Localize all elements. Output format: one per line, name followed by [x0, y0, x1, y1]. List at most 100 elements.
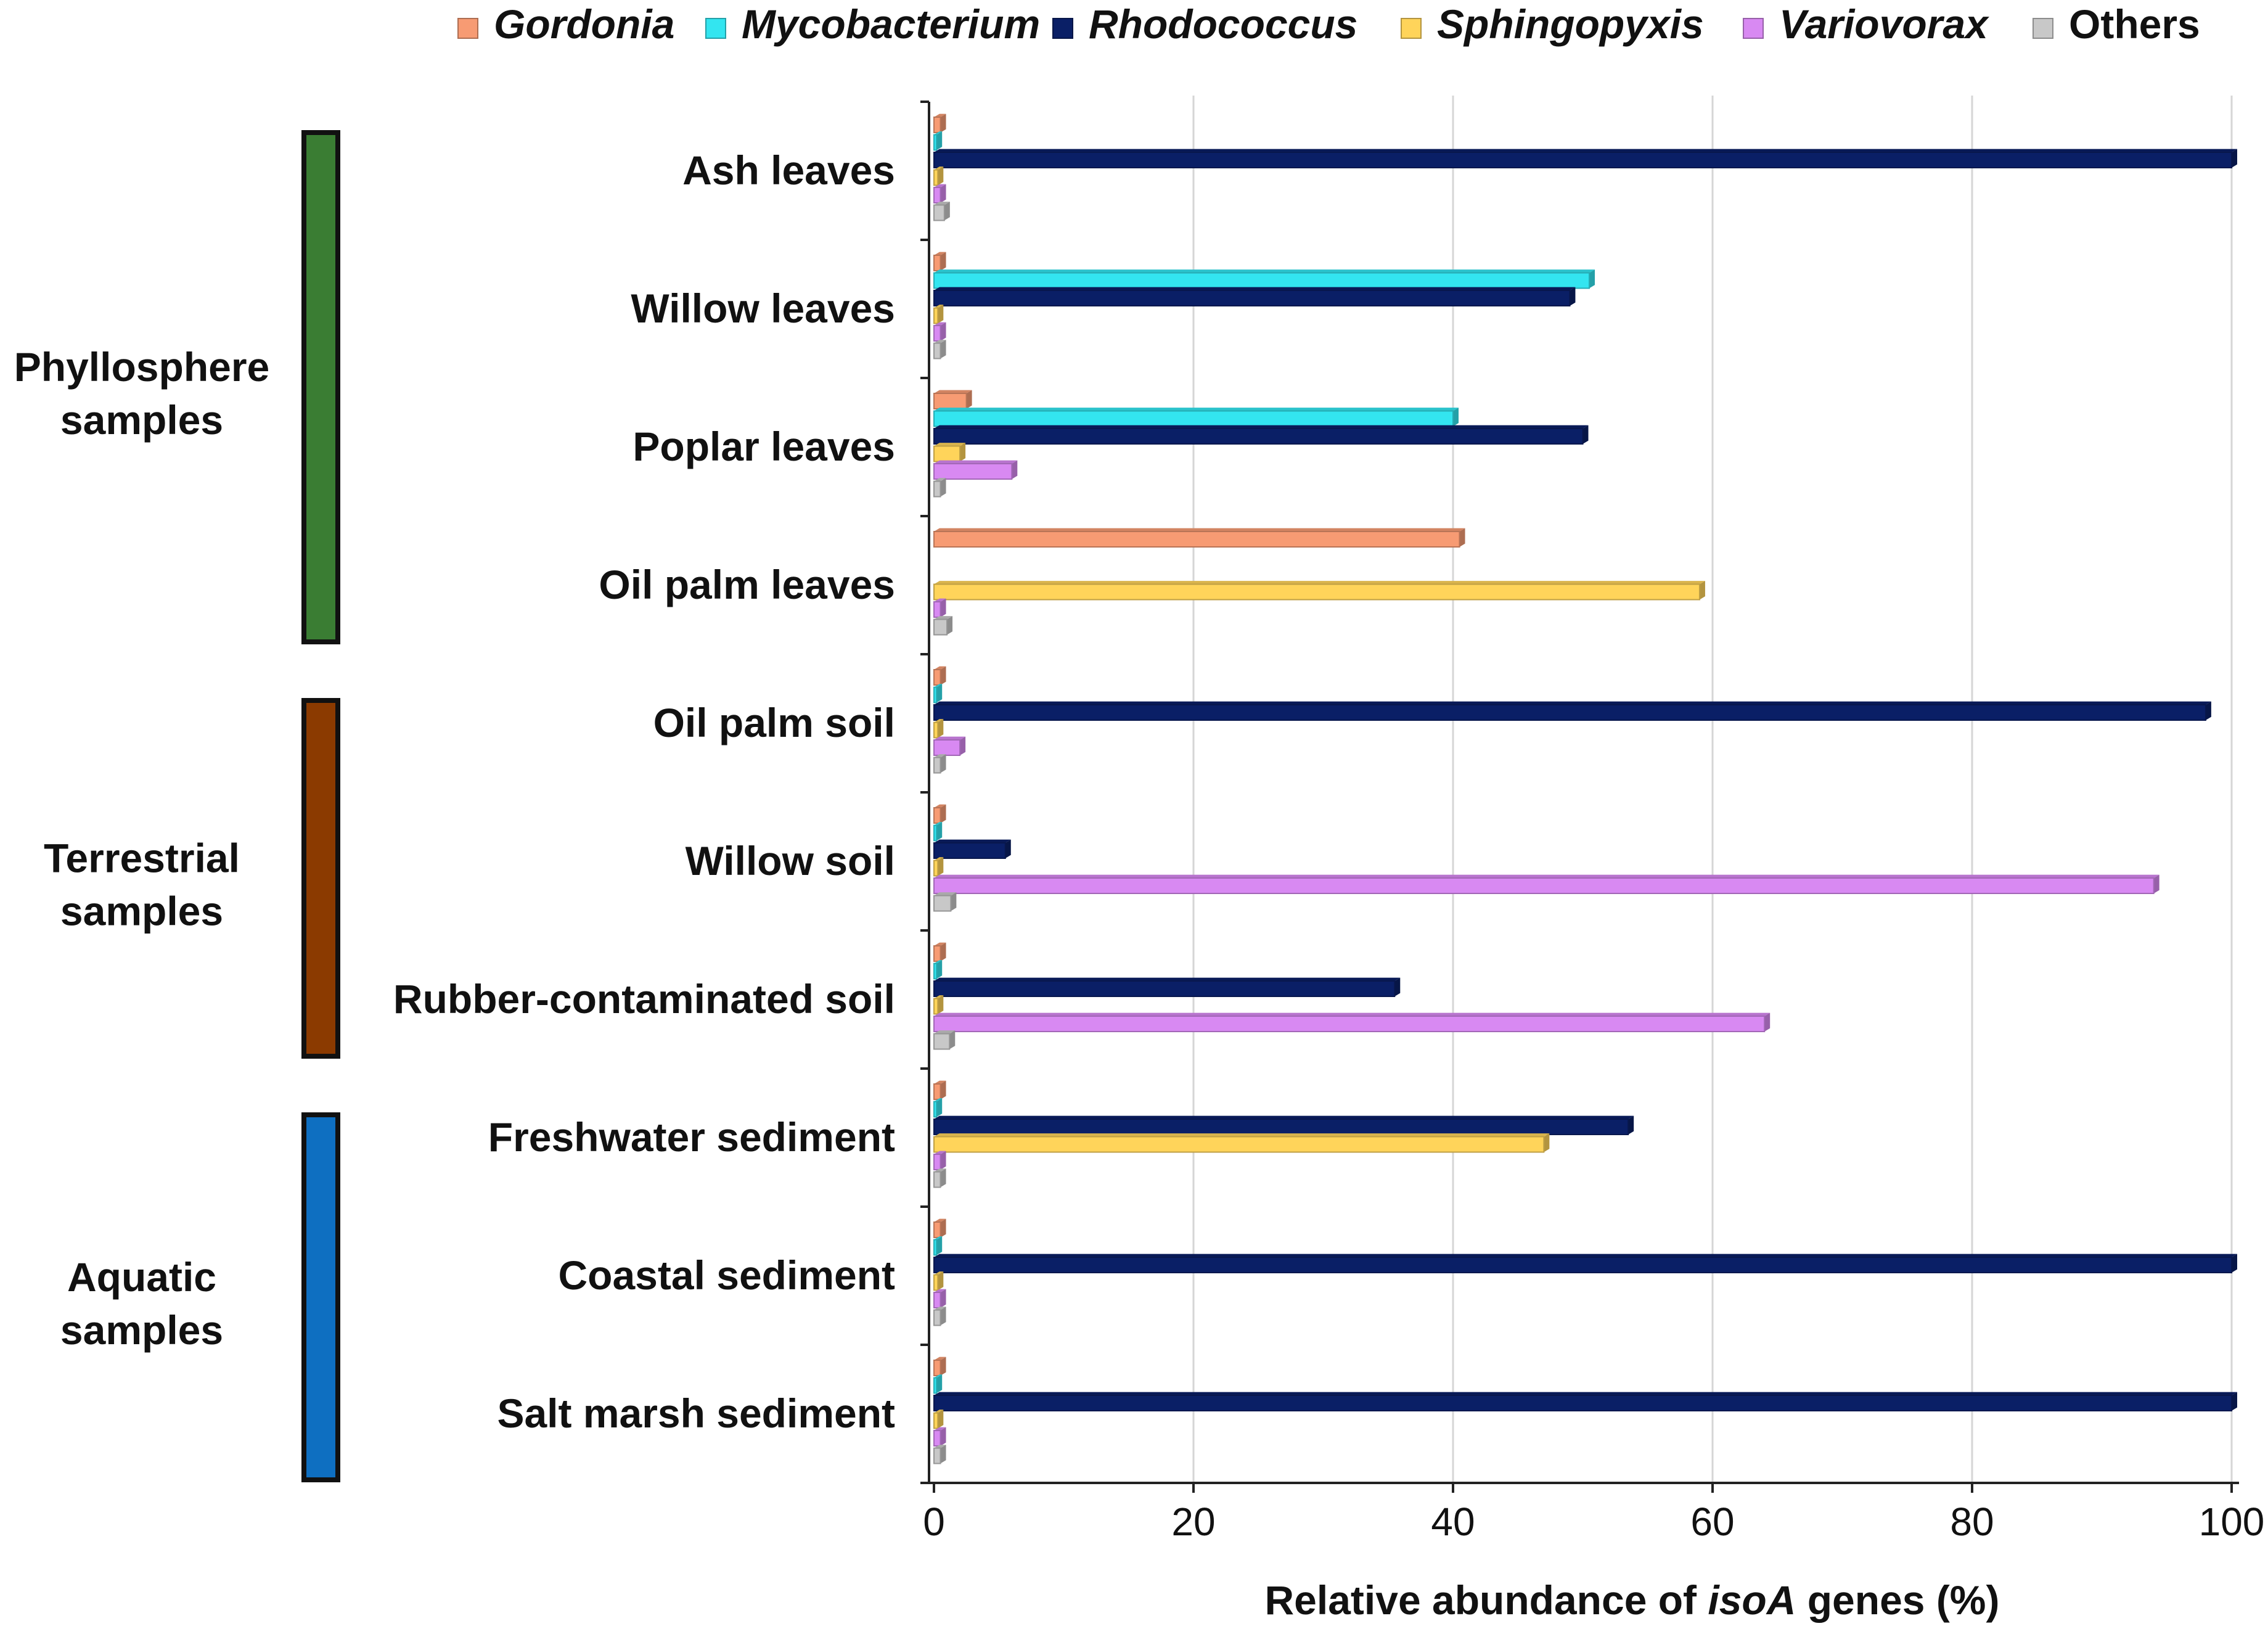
bar-side-oil-palm-soil-gordonia — [940, 666, 946, 685]
bar-side-ash-leaves-variovorax — [940, 184, 946, 203]
bar-top-salt-marsh-sediment-variovorax — [934, 1427, 946, 1431]
bar-top-salt-marsh-sediment-others — [934, 1445, 946, 1448]
category-labels: Ash leaves Willow leaves Poplar leaves Oil … — [393, 147, 895, 1436]
bar-side-freshwater-sediment-variovorax — [940, 1151, 946, 1170]
bar-side-willow-leaves-variovorax — [940, 322, 946, 341]
bar-side-coastal-sediment-sphingopyxis — [938, 1271, 944, 1291]
x-tick-label-0: 0 — [923, 1500, 945, 1544]
bar-oil-palm-soil-gordonia — [933, 669, 941, 686]
bar-side-rubber-contaminated-soil-mycobacterium — [936, 960, 943, 979]
bar-top-salt-marsh-sediment-mycobacterium — [934, 1374, 943, 1378]
legend: Gordonia Mycobacterium Rhodococcus Sphingop… — [457, 1, 2200, 47]
legend-label-rhodococcus: Rhodococcus — [1089, 1, 1357, 47]
legend-swatch-gordonia — [457, 18, 478, 39]
group-bar-aquatic — [301, 1112, 340, 1482]
bar-willow-soil-sphingopyxis — [933, 860, 939, 877]
bar-top-coastal-sediment-mycobacterium — [934, 1236, 943, 1240]
bar-salt-marsh-sediment-rhodococcus — [933, 1395, 2232, 1411]
bar-side-coastal-sediment-rhodococcus — [2232, 1254, 2237, 1273]
bar-top-willow-soil-sphingopyxis — [934, 857, 944, 861]
bar-side-freshwater-sediment-mycobacterium — [936, 1098, 943, 1117]
bar-side-salt-marsh-sediment-variovorax — [940, 1427, 946, 1446]
category-label-salt-marsh-sediment: Salt marsh sediment — [497, 1390, 895, 1436]
legend-label-mycobacterium: Mycobacterium — [742, 1, 1040, 47]
bar-side-willow-leaves-sphingopyxis — [938, 305, 944, 324]
bar-side-ash-leaves-gordonia — [940, 113, 946, 133]
bar-top-oil-palm-leaves-sphingopyxis — [934, 581, 1705, 585]
bar-side-oil-palm-leaves-variovorax — [940, 598, 946, 617]
bar-side-salt-marsh-sediment-others — [940, 1445, 946, 1464]
bar-top-willow-soil-mycobacterium — [934, 822, 943, 826]
category-label-oil-palm-soil: Oil palm soil — [653, 700, 895, 745]
bar-top-oil-palm-soil-sphingopyxis — [934, 719, 944, 723]
legend-swatch-rhodococcus — [1052, 18, 1073, 39]
group-bar-terrestrial — [301, 698, 340, 1059]
bar-side-willow-leaves-others — [940, 340, 946, 359]
bar-side-willow-soil-variovorax — [2153, 874, 2160, 893]
bar-poplar-leaves-sphingopyxis — [933, 445, 961, 462]
bar-side-willow-leaves-rhodococcus — [1570, 287, 1576, 306]
bar-coastal-sediment-mycobacterium — [933, 1239, 938, 1256]
bar-side-oil-palm-soil-others — [940, 754, 946, 773]
bar-top-coastal-sediment-gordonia — [934, 1218, 946, 1222]
bar-oil-palm-leaves-others — [933, 618, 948, 636]
bar-side-willow-soil-gordonia — [940, 804, 946, 823]
bar-top-oil-palm-leaves-gordonia — [934, 528, 1465, 532]
bar-coastal-sediment-rhodococcus — [933, 1257, 2232, 1273]
legend-swatch-sphingopyxis — [1401, 18, 1422, 39]
bar-side-poplar-leaves-gordonia — [966, 390, 972, 409]
bar-top-willow-leaves-variovorax — [934, 322, 946, 326]
bar-side-rubber-contaminated-soil-others — [949, 1030, 956, 1049]
bar-top-willow-leaves-gordonia — [934, 252, 946, 255]
bar-top-ash-leaves-others — [934, 202, 950, 205]
bar-side-oil-palm-leaves-gordonia — [1459, 528, 1465, 547]
bar-top-freshwater-sediment-gordonia — [934, 1080, 946, 1084]
x-axis-label-part-2: genes (%) — [1796, 1577, 1999, 1623]
bar-side-oil-palm-soil-sphingopyxis — [938, 719, 944, 738]
bar-rubber-contaminated-soil-gordonia — [933, 945, 941, 962]
bar-ash-leaves-rhodococcus — [933, 152, 2232, 168]
bar-top-poplar-leaves-gordonia — [934, 390, 972, 393]
group-label-line-terrestrial-0: Terrestrial — [44, 835, 240, 881]
bar-side-salt-marsh-sediment-mycobacterium — [936, 1374, 943, 1394]
bar-willow-soil-variovorax — [933, 877, 2155, 894]
bar-oil-palm-leaves-variovorax — [933, 601, 941, 618]
bar-top-coastal-sediment-variovorax — [934, 1289, 946, 1292]
bar-top-willow-leaves-others — [934, 340, 946, 343]
bar-side-oil-palm-soil-rhodococcus — [2205, 701, 2211, 720]
bar-top-coastal-sediment-sphingopyxis — [934, 1271, 944, 1275]
bar-willow-soil-mycobacterium — [933, 824, 938, 842]
bar-poplar-leaves-gordonia — [933, 393, 967, 409]
bar-top-oil-palm-leaves-variovorax — [934, 598, 946, 602]
bar-willow-soil-others — [933, 895, 952, 912]
bar-top-oil-palm-soil-mycobacterium — [934, 684, 943, 688]
bar-salt-marsh-sediment-gordonia — [933, 1360, 941, 1376]
bar-top-poplar-leaves-others — [934, 478, 946, 482]
bar-side-freshwater-sediment-sphingopyxis — [1544, 1133, 1550, 1152]
bar-side-willow-leaves-mycobacterium — [1589, 269, 1595, 289]
bar-side-coastal-sediment-others — [940, 1307, 946, 1326]
bar-coastal-sediment-others — [933, 1309, 941, 1326]
bar-freshwater-sediment-rhodococcus — [933, 1119, 1629, 1135]
bar-coastal-sediment-sphingopyxis — [933, 1274, 939, 1291]
bar-top-rubber-contaminated-soil-sphingopyxis — [934, 995, 944, 999]
bar-rubber-contaminated-soil-rhodococcus — [933, 980, 1396, 997]
bar-top-oil-palm-soil-variovorax — [934, 736, 966, 740]
category-label-rubber-contaminated-soil: Rubber-contaminated soil — [393, 976, 895, 1022]
bar-coastal-sediment-variovorax — [933, 1292, 941, 1308]
bar-salt-marsh-sediment-variovorax — [933, 1430, 941, 1447]
bar-side-oil-palm-soil-variovorax — [960, 736, 966, 755]
bar-side-willow-soil-rhodococcus — [1005, 839, 1011, 858]
bar-top-poplar-leaves-sphingopyxis — [934, 443, 966, 446]
x-tick-label-80: 80 — [1950, 1500, 1994, 1544]
x-axis-label-part-0: Relative abundance of — [1265, 1577, 1708, 1623]
bar-top-willow-leaves-sphingopyxis — [934, 305, 944, 308]
bar-side-poplar-leaves-variovorax — [1012, 460, 1018, 479]
bar-freshwater-sediment-sphingopyxis — [933, 1136, 1545, 1153]
bar-side-freshwater-sediment-others — [940, 1168, 946, 1188]
bar-willow-leaves-variovorax — [933, 325, 941, 342]
bar-top-rubber-contaminated-soil-others — [934, 1030, 956, 1034]
bar-top-freshwater-sediment-sphingopyxis — [934, 1133, 1550, 1137]
bar-rubber-contaminated-soil-mycobacterium — [933, 963, 938, 980]
